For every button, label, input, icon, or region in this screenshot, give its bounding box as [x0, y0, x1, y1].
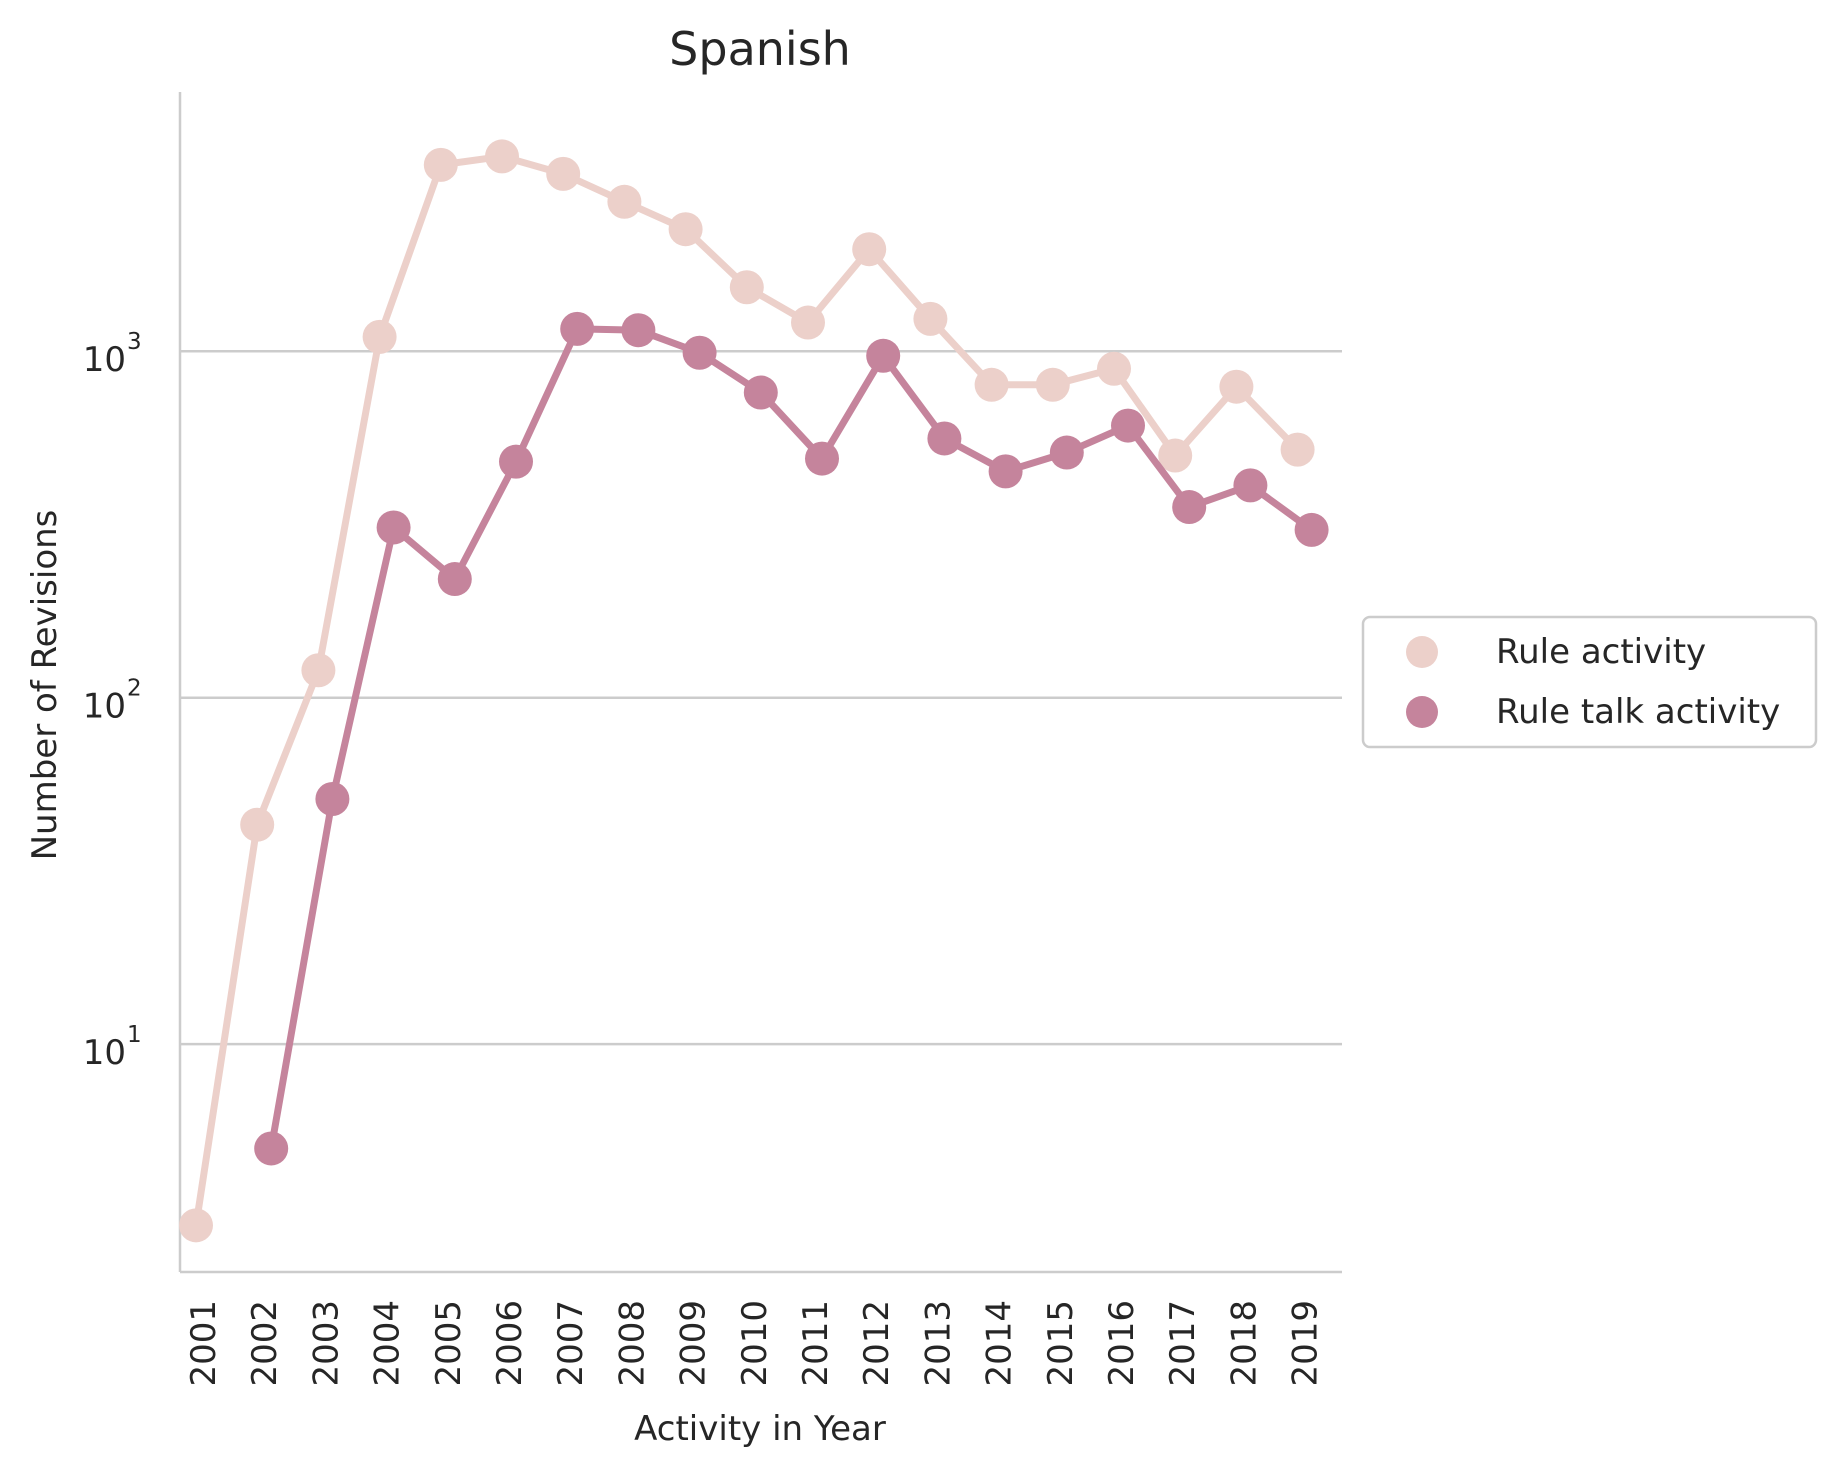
- series-line-1: [267, 325, 1314, 1150]
- x-tick-label-2014: 2014: [980, 1300, 1020, 1387]
- point-1-2009: [682, 335, 717, 370]
- y-tick-label-1000: 10: [83, 340, 126, 380]
- legend-frame: [1361, 615, 1818, 749]
- series-group: [179, 139, 1329, 1243]
- point-1-2017: [1172, 490, 1207, 525]
- y-tick-label-10: 10: [83, 1033, 126, 1073]
- x-tick-label-2013: 2013: [918, 1300, 958, 1387]
- point-1-2004: [376, 510, 411, 545]
- x-tick-label-2012: 2012: [857, 1300, 897, 1387]
- point-1-2008: [621, 313, 656, 348]
- x-axis-label: Activity in Year: [634, 1409, 886, 1449]
- legend-marker-rule-talk-activity: [1406, 696, 1438, 728]
- x-tick-label-2003: 2003: [306, 1300, 346, 1387]
- point-0-2014: [974, 367, 1009, 402]
- series-1: [254, 311, 1329, 1166]
- point-1-2002: [254, 1131, 289, 1166]
- x-tick-label-2006: 2006: [490, 1300, 530, 1387]
- x-tick-label-2011: 2011: [796, 1300, 836, 1387]
- point-0-2005: [423, 147, 458, 182]
- point-0-2019: [1280, 432, 1315, 467]
- x-tick-label-2001: 2001: [184, 1300, 224, 1387]
- point-1-2019: [1294, 512, 1329, 547]
- point-0-2015: [1035, 367, 1070, 402]
- x-tick-label-2015: 2015: [1041, 1300, 1081, 1387]
- x-tick-label-2008: 2008: [612, 1300, 652, 1387]
- x-tick-label-2019: 2019: [1286, 1300, 1326, 1387]
- y-axis-label: Number of Revisions: [25, 510, 65, 861]
- series-line-0: [192, 152, 1301, 1226]
- point-0-2017: [1158, 438, 1193, 473]
- legend: Rule activity Rule talk activity: [1361, 615, 1818, 749]
- x-tick-label-2018: 2018: [1224, 1300, 1264, 1387]
- point-1-2007: [560, 311, 595, 346]
- point-0-2016: [1097, 351, 1131, 386]
- point-0-2018: [1219, 369, 1254, 404]
- point-1-2015: [1049, 435, 1084, 470]
- point-0-2003: [301, 653, 336, 688]
- point-1-2013: [927, 421, 962, 456]
- x-tick-label-2004: 2004: [368, 1300, 408, 1387]
- point-1-2016: [1111, 408, 1145, 443]
- point-1-2018: [1233, 468, 1268, 503]
- x-tick-label-2007: 2007: [551, 1300, 591, 1387]
- y-tick-label-100: 10: [83, 687, 126, 727]
- point-0-2001: [179, 1208, 213, 1243]
- point-0-2002: [240, 807, 275, 842]
- legend-label-rule-activity: Rule activity: [1496, 632, 1706, 672]
- legend-label-rule-talk-activity: Rule talk activity: [1496, 692, 1780, 732]
- point-0-2010: [729, 270, 764, 305]
- x-tick-label-2002: 2002: [245, 1300, 285, 1387]
- chart-title: Spanish: [669, 22, 851, 76]
- x-tick-label-2016: 2016: [1102, 1300, 1142, 1387]
- point-1-2014: [988, 454, 1023, 489]
- y-tick-exponent-10: 1: [127, 1022, 142, 1048]
- y-tick-exponent-1000: 3: [127, 329, 142, 355]
- point-1-2005: [437, 562, 472, 597]
- x-tick-labels: 2001 2002 2003 2004 2005 2006 2007 2008 2009 2010…: [184, 1300, 1326, 1387]
- point-1-2006: [499, 444, 533, 479]
- point-0-2009: [668, 212, 703, 247]
- point-0-2006: [485, 139, 519, 174]
- point-1-2003: [315, 782, 350, 817]
- point-0-2008: [607, 184, 642, 219]
- y-tick-exponent-100: 2: [127, 676, 142, 702]
- point-1-2010: [743, 375, 778, 410]
- x-tick-label-2005: 2005: [429, 1300, 469, 1387]
- series-0: [179, 139, 1315, 1243]
- x-tick-label-2010: 2010: [735, 1300, 775, 1387]
- x-tick-label-2017: 2017: [1163, 1300, 1203, 1387]
- legend-marker-rule-activity: [1406, 636, 1438, 668]
- point-1-2012: [866, 338, 901, 373]
- point-1-2011: [805, 441, 839, 476]
- point-0-2013: [913, 301, 948, 336]
- point-0-2011: [791, 305, 825, 340]
- point-0-2007: [546, 156, 581, 191]
- point-0-2004: [362, 319, 397, 354]
- x-tick-label-2009: 2009: [674, 1300, 714, 1387]
- point-0-2012: [852, 232, 887, 267]
